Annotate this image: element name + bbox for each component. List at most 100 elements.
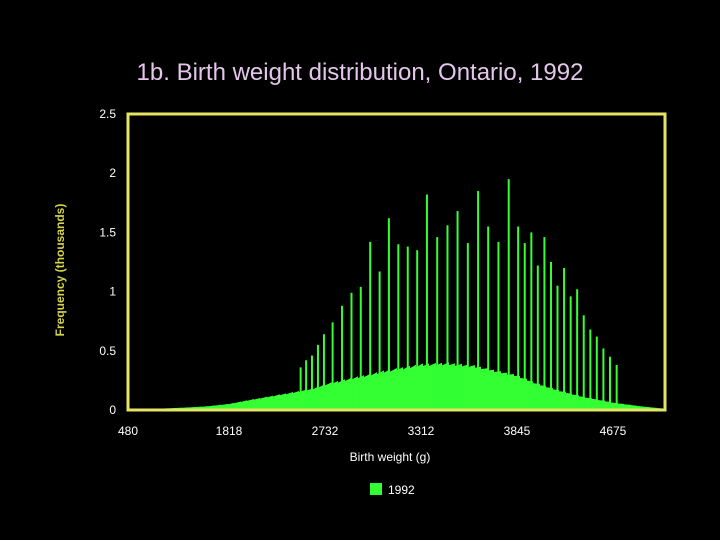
distribution-bar xyxy=(399,368,400,410)
distribution-bar xyxy=(546,387,547,410)
distribution-bar xyxy=(545,385,546,410)
distribution-bar xyxy=(592,398,593,410)
distribution-bar xyxy=(430,365,431,410)
distribution-bar xyxy=(330,382,331,410)
spike-bar xyxy=(378,271,381,410)
spike-bar xyxy=(615,365,618,410)
distribution-bar xyxy=(364,376,365,410)
distribution-bar xyxy=(206,406,207,410)
distribution-bar xyxy=(638,406,639,410)
distribution-bar xyxy=(470,366,471,410)
spike-bar xyxy=(341,305,344,410)
x-tick-label: 4675 xyxy=(600,424,627,438)
distribution-bar xyxy=(646,406,647,410)
distribution-bar xyxy=(578,395,579,410)
distribution-bar xyxy=(634,405,635,410)
distribution-bar xyxy=(440,363,441,410)
distribution-bar xyxy=(222,404,223,410)
distribution-bar xyxy=(606,401,607,410)
y-tick-label: 0.5 xyxy=(99,344,116,358)
distribution-bar xyxy=(344,379,345,410)
distribution-bar xyxy=(412,366,413,410)
distribution-bar xyxy=(558,390,559,410)
distribution-bar xyxy=(414,365,415,410)
spike-bar xyxy=(369,241,372,410)
distribution-bar xyxy=(374,373,375,410)
distribution-bar xyxy=(539,383,540,410)
legend-swatch-1992 xyxy=(370,483,382,495)
spike-bar xyxy=(466,243,469,410)
distribution-bar xyxy=(233,402,234,410)
distribution-bar xyxy=(504,372,505,410)
distribution-bar xyxy=(532,381,533,410)
distribution-bar xyxy=(201,406,202,410)
distribution-bar xyxy=(631,405,632,410)
distribution-bar xyxy=(514,376,515,410)
distribution-bar xyxy=(385,371,386,410)
distribution-bar xyxy=(461,363,462,410)
distribution-bar xyxy=(626,404,627,410)
distribution-bar xyxy=(240,401,241,410)
distribution-bar xyxy=(248,400,249,410)
distribution-bar xyxy=(541,385,542,410)
distribution-bar xyxy=(302,390,303,410)
distribution-bar xyxy=(528,380,529,410)
distribution-bar xyxy=(489,370,490,410)
spike-bar xyxy=(595,336,598,410)
distribution-bar xyxy=(366,375,367,410)
distribution-bar xyxy=(352,379,353,410)
distribution-bar xyxy=(579,396,580,410)
distribution-bar xyxy=(591,398,592,410)
distribution-bar xyxy=(226,404,227,410)
spike-bar xyxy=(487,226,490,410)
distribution-bar xyxy=(615,402,616,410)
distribution-bar xyxy=(338,382,339,410)
distribution-bar xyxy=(421,364,422,410)
distribution-bar xyxy=(423,365,424,410)
spike-bar xyxy=(322,334,325,410)
distribution-bar xyxy=(326,384,327,410)
distribution-bar xyxy=(523,378,524,410)
distribution-bar xyxy=(481,369,482,410)
distribution-bar xyxy=(418,365,419,410)
spike-bar xyxy=(416,250,419,410)
distribution-bar xyxy=(335,382,336,410)
distribution-bar xyxy=(327,384,328,410)
distribution-bar xyxy=(271,396,272,410)
spike-bar xyxy=(387,218,390,410)
distribution-bar xyxy=(455,365,456,410)
distribution-bar xyxy=(513,374,514,410)
distribution-bar xyxy=(633,405,634,410)
y-tick-label: 2 xyxy=(109,166,116,180)
distribution-bar xyxy=(236,402,237,410)
distribution-bar xyxy=(393,369,394,410)
distribution-bar xyxy=(506,372,507,410)
distribution-bar xyxy=(217,405,218,410)
distribution-bar xyxy=(329,383,330,410)
distribution-bar xyxy=(214,405,215,410)
distribution-bar xyxy=(573,394,574,410)
distribution-bar xyxy=(586,397,587,410)
x-tick-label: 1818 xyxy=(216,424,243,438)
distribution-bar xyxy=(472,365,473,410)
distribution-bar xyxy=(230,403,231,410)
distribution-bar xyxy=(246,400,247,410)
distribution-bar xyxy=(303,390,304,410)
distribution-bar xyxy=(542,385,543,410)
distribution-bar xyxy=(429,365,430,410)
distribution-bar xyxy=(566,393,567,410)
distribution-bar xyxy=(219,404,220,410)
distribution-bar xyxy=(473,365,474,410)
distribution-bar xyxy=(627,404,628,410)
distribution-bar xyxy=(383,370,384,410)
distribution-bar xyxy=(614,402,615,410)
spike-bar xyxy=(536,265,539,410)
distribution-bar xyxy=(420,364,421,410)
distribution-bar xyxy=(387,370,388,410)
distribution-bar xyxy=(227,403,228,410)
spike-bar xyxy=(436,237,439,410)
distribution-bar xyxy=(376,372,377,410)
distribution-bar xyxy=(355,377,356,410)
distribution-bar xyxy=(308,389,309,410)
distribution-bar xyxy=(386,371,387,410)
